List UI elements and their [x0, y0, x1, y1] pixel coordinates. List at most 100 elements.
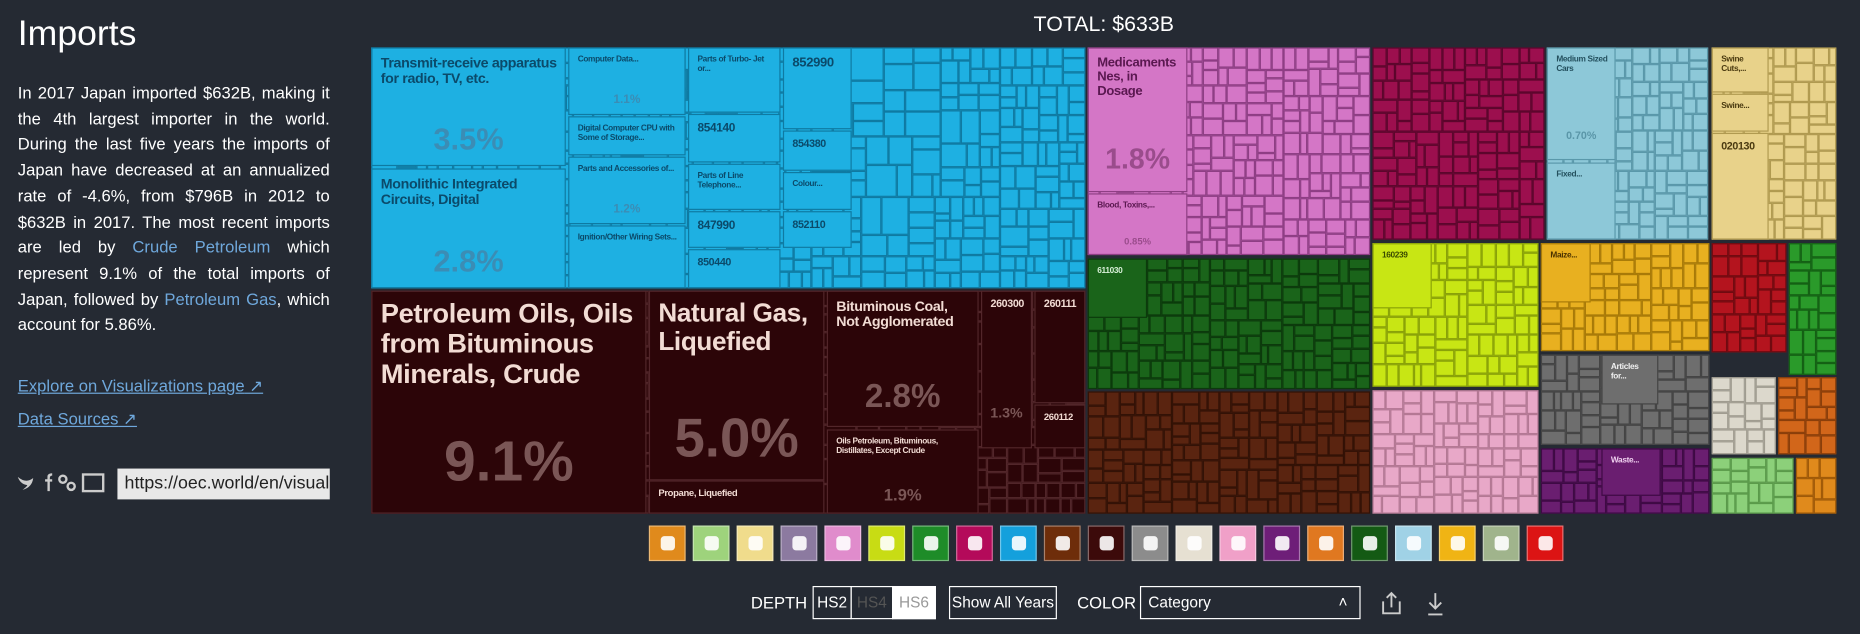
- treemap-subcell: [1634, 243, 1652, 259]
- treemap-subcell: [385, 311, 397, 329]
- treemap-subcell: [727, 231, 743, 250]
- treemap-subcell: [727, 290, 740, 312]
- treemap-subcell: [1661, 466, 1684, 481]
- treemap-subcell: [1219, 495, 1235, 514]
- category-filter[interactable]: [1394, 525, 1432, 562]
- explore-link[interactable]: Explore on Visualizations page ↗: [17, 376, 264, 396]
- category-filter[interactable]: [824, 525, 862, 562]
- treemap-subcell: [1372, 99, 1398, 113]
- category-filter[interactable]: [1526, 525, 1564, 562]
- depth-button[interactable]: HS4: [850, 585, 894, 620]
- treemap-subcell: [1727, 332, 1741, 353]
- treemap-subcell: [1467, 279, 1483, 291]
- treemap-subcell: [852, 103, 884, 121]
- treemap-subcell: [1689, 60, 1709, 69]
- treemap-subcell: [1147, 282, 1162, 296]
- treemap-subcell: [1467, 373, 1488, 387]
- category-filter[interactable]: [1087, 525, 1125, 562]
- treemap-subcell: [384, 464, 398, 486]
- category-filter[interactable]: [1482, 525, 1520, 562]
- treemap-subcell: [1046, 309, 1065, 328]
- treemap-subcell: [772, 370, 785, 393]
- treemap-subcell: [1495, 281, 1514, 292]
- treemap-subcell: [1309, 190, 1331, 199]
- depth-button[interactable]: HS6: [892, 585, 936, 620]
- facebook-icon[interactable]: [45, 473, 53, 492]
- treemap-subcell: [950, 196, 964, 221]
- image-icon[interactable]: [81, 473, 105, 493]
- download-button[interactable]: [1428, 593, 1443, 616]
- treemap-subcell: [1308, 246, 1327, 256]
- share-button[interactable]: [1382, 591, 1401, 615]
- sources-link[interactable]: Data Sources ↗: [17, 409, 137, 429]
- treemap-subcell: [1161, 302, 1183, 316]
- category-filter[interactable]: [1438, 525, 1476, 562]
- treemap-subcell: [651, 436, 672, 455]
- treemap-subcell: [1341, 283, 1354, 309]
- treemap-subcell: [779, 106, 798, 121]
- treemap-subcell: [481, 474, 502, 493]
- category-filter[interactable]: [736, 525, 774, 562]
- treemap-subcell: [1394, 64, 1412, 81]
- treemap-subcell: [1654, 193, 1674, 209]
- treemap-subcell: [925, 338, 940, 361]
- treemap-subcell: [466, 416, 482, 429]
- link-icon[interactable]: [58, 474, 76, 492]
- depth-button[interactable]: HS2: [812, 585, 852, 620]
- treemap-subcell: [1035, 192, 1051, 209]
- treemap-subcell: [1443, 423, 1460, 438]
- category-filter[interactable]: [999, 525, 1037, 562]
- treemap-subcell: [1788, 270, 1809, 284]
- treemap-subcell: [1027, 498, 1036, 514]
- category-filter[interactable]: [1219, 525, 1257, 562]
- treemap-subcell: [421, 47, 443, 62]
- show-all-years-button[interactable]: Show All Years: [948, 585, 1057, 620]
- category-filter[interactable]: [692, 525, 730, 562]
- twitter-icon[interactable]: [17, 476, 34, 490]
- treemap-subcell: [1393, 201, 1411, 209]
- treemap-subcell: [1255, 160, 1273, 176]
- color-select[interactable]: Category ˄: [1139, 585, 1361, 620]
- category-filter[interactable]: [956, 525, 993, 562]
- treemap-subcell: [558, 357, 579, 369]
- treemap-subcell: [811, 487, 824, 514]
- treemap-subcell: [1049, 402, 1067, 417]
- treemap-subcell: [1625, 491, 1641, 514]
- category-filter[interactable]: [868, 525, 906, 562]
- category-filter[interactable]: [780, 525, 818, 562]
- treemap-subcell: [626, 466, 652, 481]
- treemap-subcell: [561, 78, 579, 86]
- treemap-subcell: [667, 88, 687, 100]
- treemap-subcell: [1238, 353, 1261, 365]
- treemap-subcell: [1186, 85, 1203, 103]
- share-url[interactable]: https://oec.world/en/visuali: [117, 468, 330, 500]
- treemap-subcell: [1246, 92, 1266, 104]
- category-filter[interactable]: [912, 525, 949, 562]
- category-glyph: [1143, 536, 1158, 551]
- treemap-subcell: [1618, 170, 1629, 191]
- treemap-subcell: [958, 371, 974, 394]
- product-link[interactable]: Crude Petroleum: [132, 237, 271, 257]
- treemap-subcell: [1741, 151, 1764, 161]
- treemap-subcell: [450, 402, 467, 420]
- category-filter[interactable]: [1043, 525, 1081, 562]
- category-filter[interactable]: [648, 525, 686, 562]
- treemap-subcell: [1213, 85, 1227, 104]
- treemap-subcell: [629, 383, 649, 399]
- treemap-subcell: [593, 125, 608, 148]
- category-filter[interactable]: [1131, 525, 1169, 562]
- treemap-subcell: [908, 196, 935, 213]
- product-link[interactable]: Petroleum Gas: [164, 288, 277, 308]
- treemap-subcell: [544, 473, 558, 496]
- treemap-subcell: [1424, 186, 1438, 214]
- treemap-subcell: [1723, 151, 1742, 163]
- treemap-subcell: [1135, 463, 1144, 483]
- category-filter[interactable]: [1263, 525, 1301, 562]
- category-filter[interactable]: [1307, 525, 1344, 562]
- category-filter[interactable]: [1175, 525, 1213, 562]
- treemap-subcell: [1711, 47, 1725, 69]
- category-filter[interactable]: [1351, 525, 1388, 562]
- treemap-subcell: [1508, 131, 1520, 154]
- treemap-subcell: [960, 238, 984, 256]
- treemap-subcell: [1641, 391, 1656, 411]
